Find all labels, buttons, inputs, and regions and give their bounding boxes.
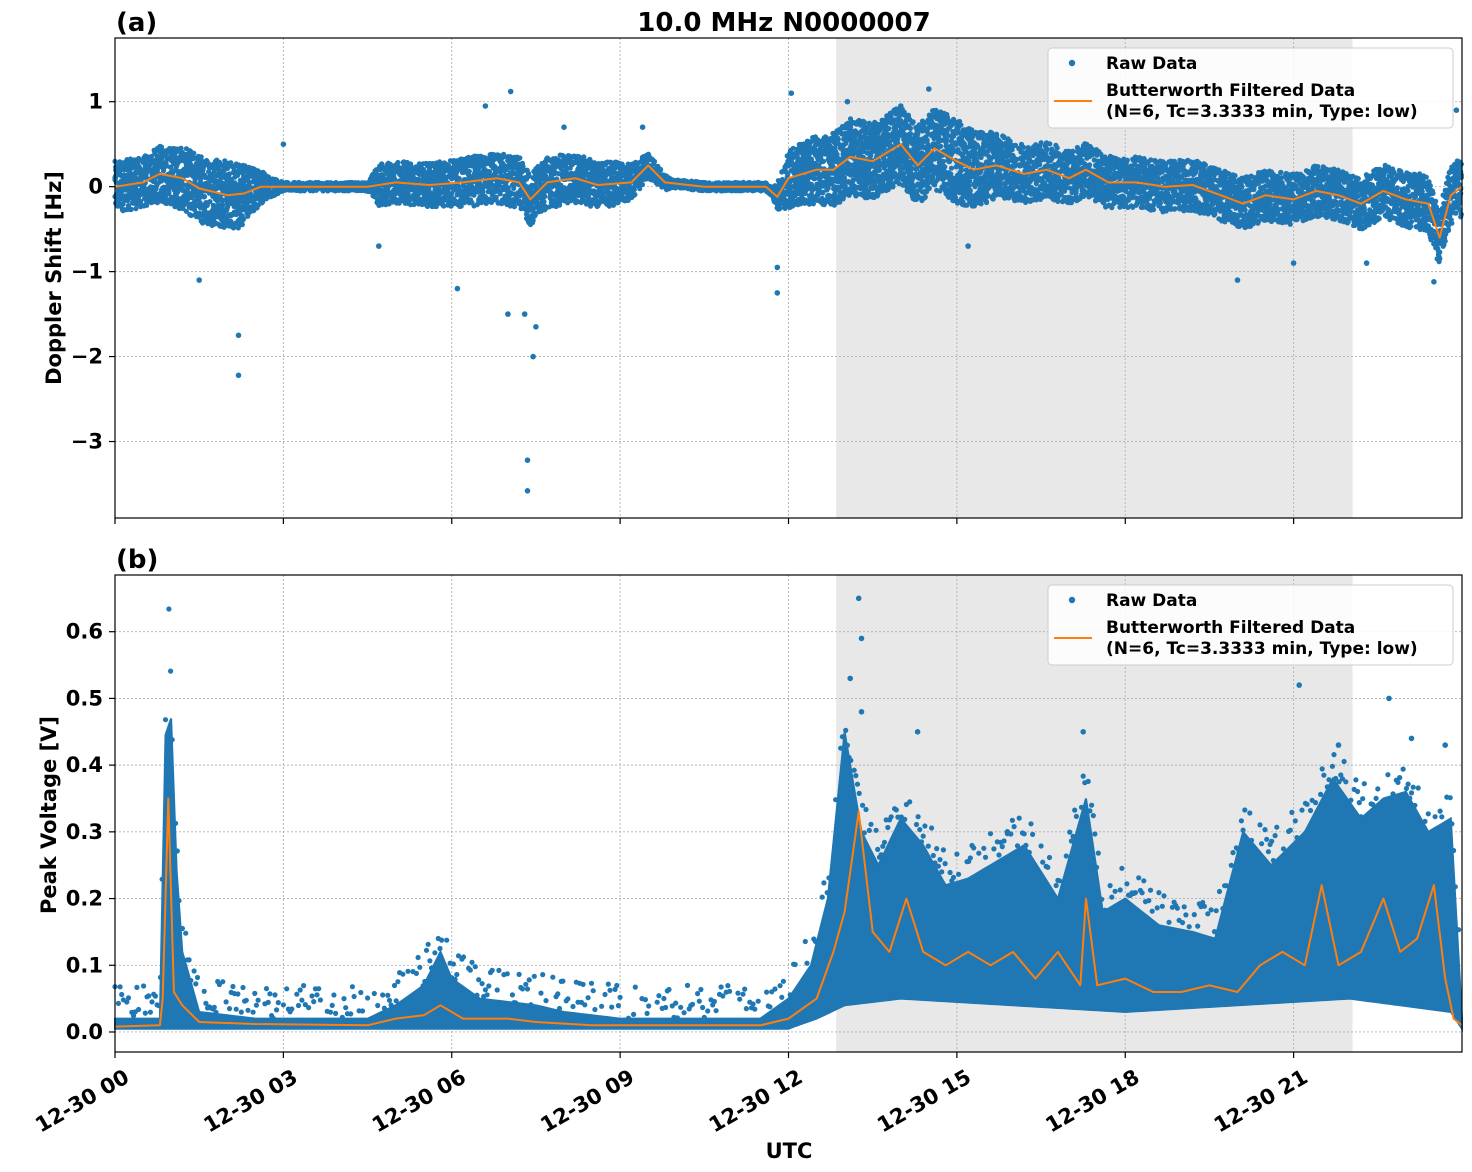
raw-data-point	[166, 189, 172, 195]
raw-data-point	[154, 167, 160, 173]
raw-data-point	[136, 156, 142, 162]
raw-data-point	[835, 136, 841, 142]
raw-data-point	[224, 204, 231, 210]
chart-title: 10.0 MHz N0000007	[637, 8, 930, 38]
raw-data-point	[651, 158, 658, 165]
raw-data-point	[202, 194, 208, 200]
raw-data-point	[466, 168, 472, 174]
raw-data-point	[175, 189, 181, 195]
raw-data-point	[120, 201, 126, 207]
raw-data-point	[197, 201, 203, 207]
raw-data-point	[163, 163, 169, 169]
raw-data-point	[183, 208, 189, 214]
raw-data-point	[241, 216, 247, 222]
raw-data-point	[171, 168, 177, 174]
raw-data-point	[168, 164, 174, 170]
raw-data-point	[542, 193, 548, 200]
raw-data-point	[456, 176, 462, 182]
raw-data-point	[236, 202, 242, 208]
panel-a-marks	[112, 86, 1464, 494]
raw-data-point	[239, 222, 245, 228]
raw-data-point	[196, 210, 202, 216]
panel-a-label: (a)	[116, 8, 157, 38]
raw-data-point	[198, 154, 204, 160]
raw-data-point	[188, 212, 194, 219]
raw-data-point	[820, 158, 827, 164]
raw-data-point	[556, 202, 563, 208]
raw-data-point	[657, 167, 664, 173]
raw-data-point	[138, 199, 144, 205]
raw-data-point	[144, 202, 150, 208]
raw-data-point	[128, 206, 134, 212]
raw-data-point	[153, 186, 159, 192]
raw-data-point	[158, 144, 165, 150]
panel-doppler-shift: (a) 10−1−2−3 Doppler Shift [Hz] Raw Data…	[42, 8, 1464, 524]
raw-data-point	[632, 192, 638, 198]
raw-data-point	[511, 203, 517, 209]
raw-data-point	[230, 225, 237, 231]
raw-data-point	[148, 153, 154, 160]
raw-data-point	[144, 169, 150, 176]
raw-data-point	[196, 214, 202, 220]
raw-data-point	[226, 171, 233, 177]
raw-data-point	[191, 150, 197, 156]
raw-data-point	[493, 194, 499, 200]
raw-data-point	[639, 181, 646, 188]
raw-data-point	[178, 145, 184, 151]
raw-data-series	[112, 86, 1464, 494]
raw-data-point	[517, 155, 523, 161]
raw-data-point	[220, 202, 226, 208]
raw-data-point	[133, 206, 139, 212]
raw-data-point	[207, 199, 213, 205]
raw-data-point	[777, 206, 783, 212]
raw-data-point	[180, 187, 186, 193]
raw-data-point	[160, 168, 167, 174]
raw-data-point	[486, 169, 493, 175]
